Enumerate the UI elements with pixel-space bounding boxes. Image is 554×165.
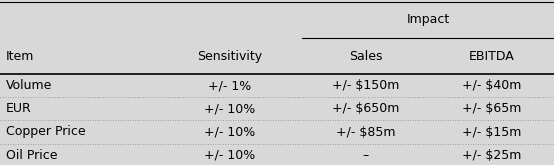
Text: +/- $25m: +/- $25m: [462, 149, 521, 162]
Text: +/- 10%: +/- 10%: [204, 149, 255, 162]
Text: +/- $40m: +/- $40m: [462, 79, 521, 92]
Text: Volume: Volume: [6, 79, 52, 92]
Text: +/- 1%: +/- 1%: [208, 79, 252, 92]
Text: –: –: [362, 149, 369, 162]
Text: +/- 10%: +/- 10%: [204, 126, 255, 138]
Text: +/- $85m: +/- $85m: [336, 126, 396, 138]
Text: Item: Item: [6, 50, 34, 63]
Text: +/- $15m: +/- $15m: [462, 126, 521, 138]
Text: Sensitivity: Sensitivity: [197, 50, 263, 63]
Text: EBITDA: EBITDA: [469, 50, 515, 63]
Text: +/- 10%: +/- 10%: [204, 102, 255, 115]
Text: EUR: EUR: [6, 102, 31, 115]
Text: Impact: Impact: [406, 13, 450, 26]
Text: +/- $650m: +/- $650m: [332, 102, 399, 115]
Text: +/- $65m: +/- $65m: [462, 102, 521, 115]
Text: Oil Price: Oil Price: [6, 149, 57, 162]
Text: +/- $150m: +/- $150m: [332, 79, 399, 92]
Text: Sales: Sales: [349, 50, 382, 63]
Text: Copper Price: Copper Price: [6, 126, 85, 138]
